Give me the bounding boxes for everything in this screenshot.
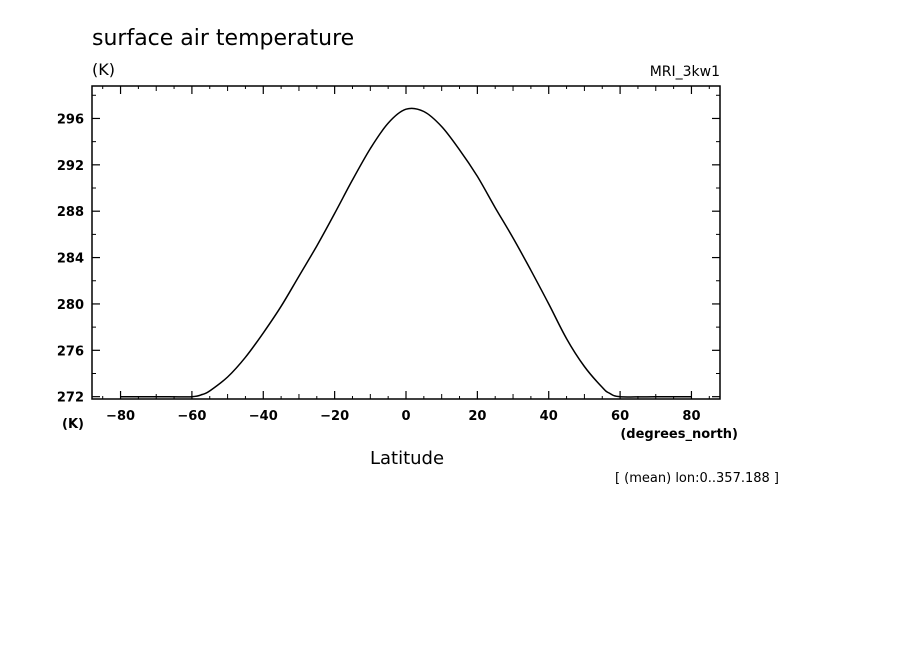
x-tick-label: 60 <box>611 409 629 424</box>
chart-title: surface air temperature <box>92 26 354 51</box>
y-tick-label: 288 <box>57 205 84 220</box>
x-tick-label: 0 <box>401 409 410 424</box>
y-tick-label: 280 <box>57 298 84 313</box>
x-tick-label: 80 <box>682 409 700 424</box>
y-tick-label: 296 <box>57 112 84 127</box>
x-unit-label: (degrees_north) <box>620 427 738 442</box>
y-tick-label: 284 <box>57 252 84 267</box>
plot-frame <box>91 85 721 400</box>
y-tick-label: 276 <box>57 344 84 359</box>
y-unit-top: (K) <box>92 60 115 79</box>
x-tick-label: 40 <box>540 409 558 424</box>
x-axis: −80 −60 −40 −20 0 20 40 60 80 <box>102 86 710 424</box>
x-tick-label: −20 <box>320 409 349 424</box>
x-tick-label: −40 <box>249 409 278 424</box>
x-tick-label: −60 <box>177 409 206 424</box>
y-axis: 272 276 280 284 288 292 296 <box>57 94 720 406</box>
x-tick-label: 20 <box>468 409 486 424</box>
model-label: MRI_3kw1 <box>650 64 720 80</box>
series-group <box>120 107 692 398</box>
footnote: [ (mean) lon:0..357.188 ] <box>615 471 779 486</box>
y-unit-bottom: (K) <box>62 417 84 432</box>
y-tick-label: 292 <box>57 159 84 174</box>
x-axis-title: Latitude <box>370 448 444 469</box>
series-line <box>120 107 692 398</box>
x-tick-label: −80 <box>106 409 135 424</box>
y-tick-label: 272 <box>57 391 84 406</box>
